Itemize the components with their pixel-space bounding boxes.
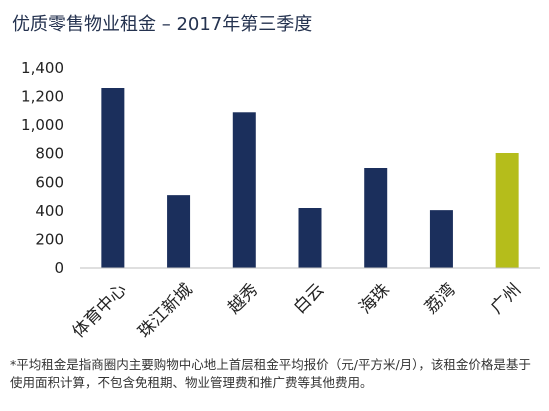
bar — [298, 208, 322, 268]
bar — [167, 195, 191, 268]
y-tick-label: 800 — [35, 145, 64, 163]
footnote: *平均租金是指商圈内主要购物中心地上首层租金平均报价（元/平方米/月），该租金价… — [10, 357, 531, 390]
bars — [101, 88, 519, 269]
x-axis: 体育中心 珠江新城 越秀 白云 海珠 荔湾 广州 — [69, 280, 526, 342]
x-tick-label: 白云 — [290, 280, 328, 318]
bar — [101, 88, 125, 268]
y-tick-label: 0 — [54, 259, 64, 277]
x-tick-label: 荔湾 — [421, 280, 459, 318]
bar — [429, 210, 453, 268]
y-tick-label: 1,200 — [21, 88, 64, 106]
y-tick-label: 600 — [35, 173, 64, 191]
bar — [364, 168, 388, 268]
bar — [232, 112, 256, 269]
y-tick-label: 400 — [35, 202, 64, 220]
x-tick-label: 越秀 — [224, 280, 262, 318]
x-tick-label: 珠江新城 — [134, 280, 196, 342]
bar-chart: 0 200 400 600 800 1,000 1,200 1,400 体育中心 珠江新城 越秀白… — [21, 59, 540, 342]
y-tick-label: 1,000 — [21, 116, 64, 134]
y-axis: 0 200 400 600 800 1,000 1,200 1,400 — [21, 59, 64, 277]
chart-title: 优质零售物业租金 – 2017年第三季度 — [12, 14, 313, 35]
x-tick-label: 广州 — [487, 280, 525, 318]
y-tick-label: 1,400 — [21, 59, 64, 77]
y-tick-label: 200 — [35, 230, 64, 248]
x-tick-label: 海珠 — [356, 280, 394, 318]
x-tick-label: 体育中心 — [69, 280, 131, 342]
bar — [495, 153, 519, 268]
